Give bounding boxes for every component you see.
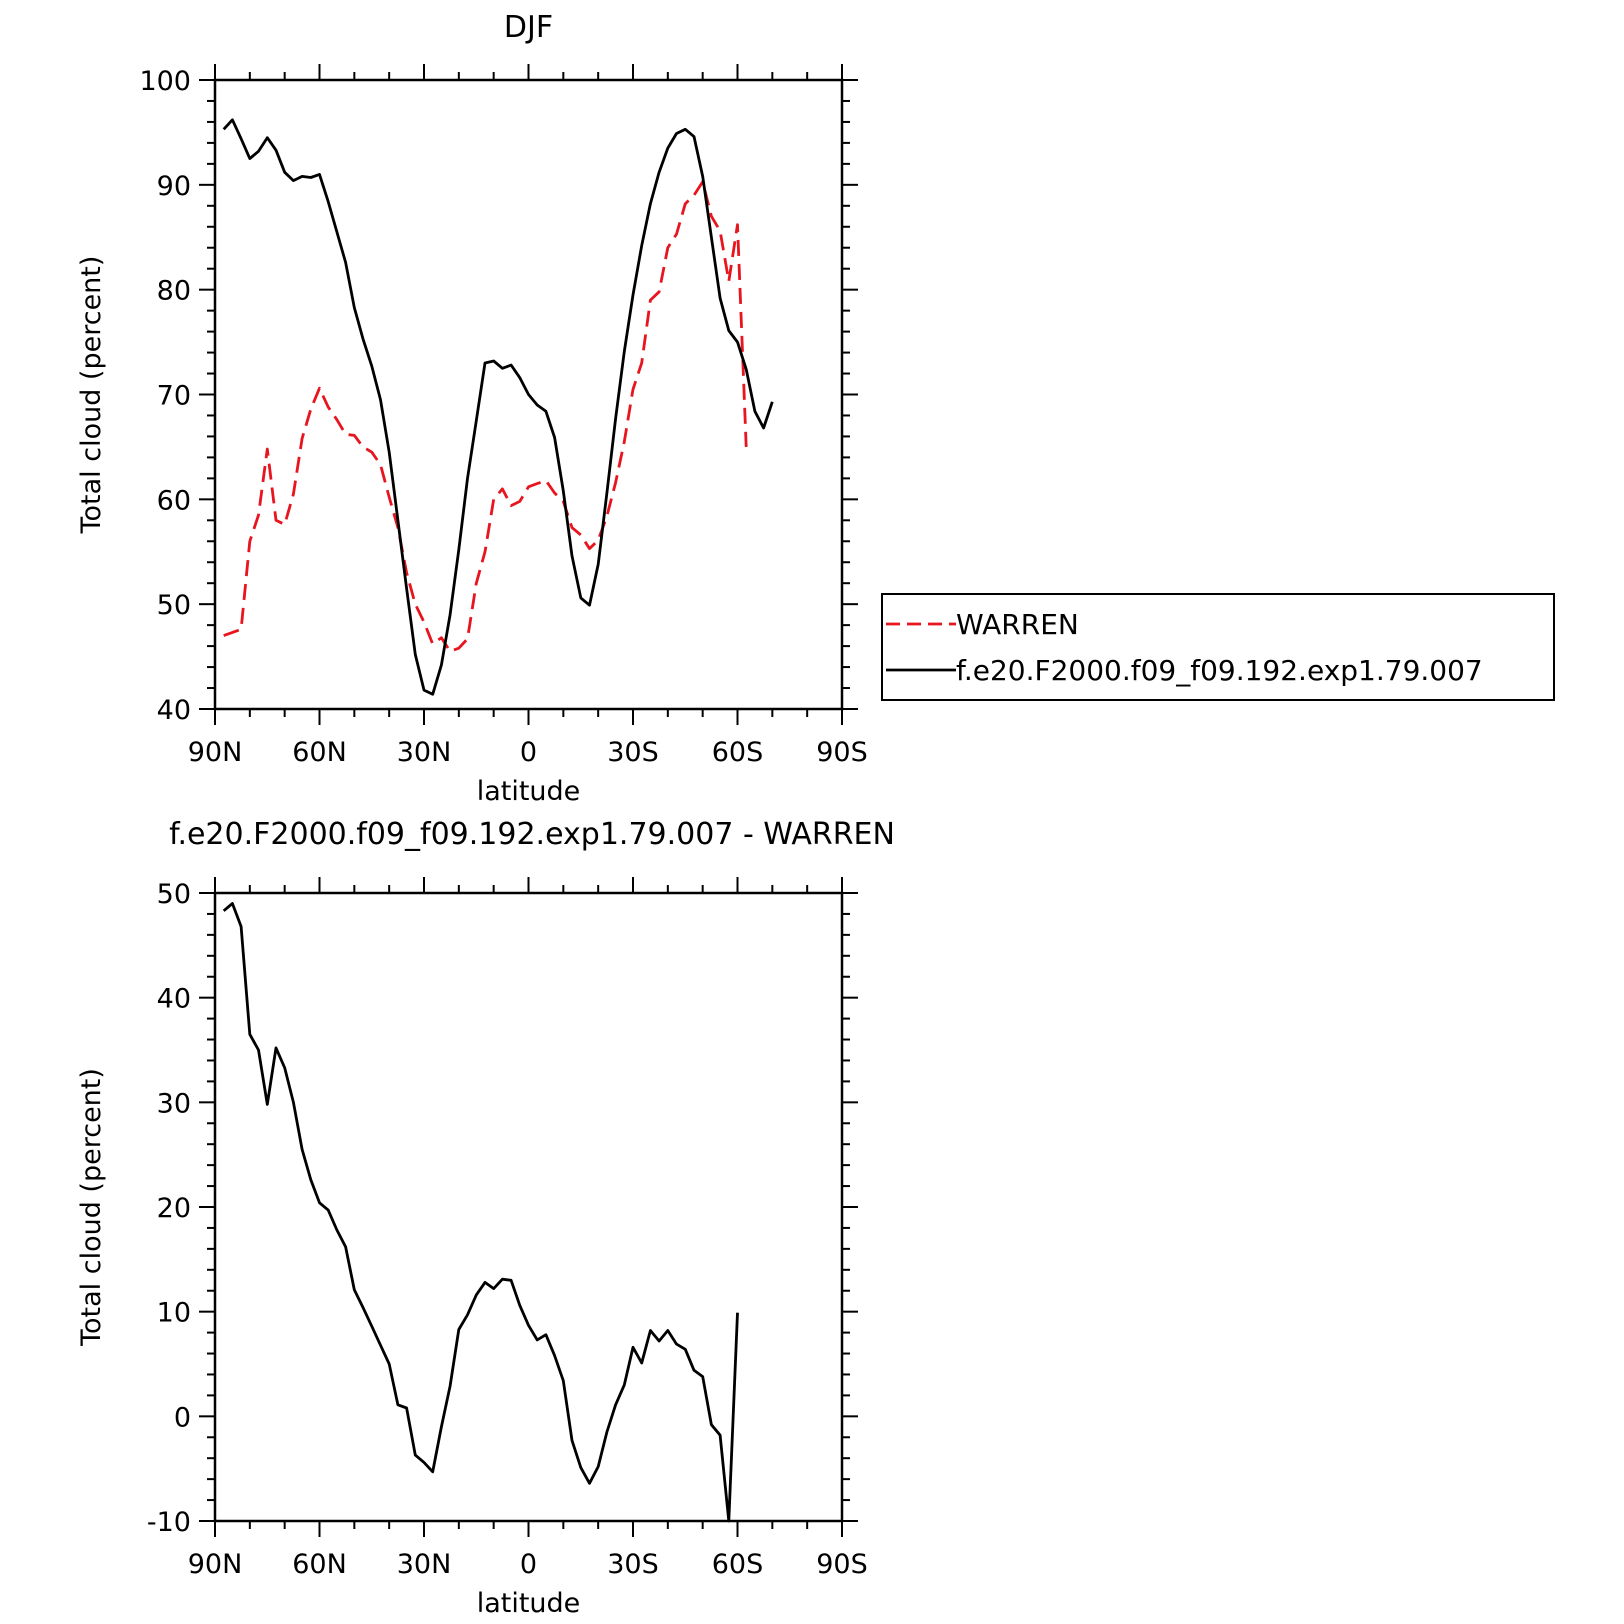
- legend-box: [881, 593, 1555, 701]
- legend-label: f.e20.F2000.f09_f09.192.exp1.79.007: [956, 654, 1483, 687]
- series-line-0: [222, 902, 739, 1523]
- x-tick-label: 90N: [188, 1549, 243, 1580]
- x-tick-label: 90N: [188, 737, 243, 768]
- y-tick-label: 80: [157, 276, 191, 307]
- x-tick-label: 90S: [816, 737, 868, 768]
- x-tick-label: 90S: [816, 1549, 868, 1580]
- y-tick-label: 90: [157, 171, 191, 202]
- chart-difference: -10 0 10 20 30 40 50 90N 60N 30N 0 30S 60S 90S latitud…: [76, 817, 895, 1619]
- y-tick-label: 40: [157, 984, 191, 1015]
- series-line-0: [223, 180, 748, 653]
- x-tick-label: 30S: [607, 737, 659, 768]
- y-tick-label: 50: [157, 590, 191, 621]
- x-axis-label: latitude: [477, 1588, 581, 1619]
- x-axis-label: latitude: [477, 776, 581, 807]
- y-axis-label: Total cloud (percent): [76, 256, 107, 535]
- legend-label: WARREN: [956, 608, 1079, 641]
- y-tick-label: -10: [147, 1507, 191, 1538]
- chart-title: f.e20.F2000.f09_f09.192.exp1.79.007 - WA…: [169, 817, 895, 852]
- x-tick-label: 60S: [712, 737, 764, 768]
- y-tick-label: 30: [157, 1088, 191, 1119]
- x-tick-label: 30S: [607, 1549, 659, 1580]
- x-tick-label: 60S: [712, 1549, 764, 1580]
- y-tick-label: 0: [174, 1402, 191, 1433]
- x-tick-label: 0: [520, 1549, 537, 1580]
- x-tick-label: 0: [520, 737, 537, 768]
- y-tick-label: 100: [139, 66, 191, 97]
- y-tick-label: 20: [157, 1193, 191, 1224]
- chart-djf: 40 50 60 70 80 90 100 90N 60N 30N 0 30S 60S 90S latitu…: [76, 10, 1555, 807]
- y-tick-label: 60: [157, 485, 191, 516]
- chart-title: DJF: [504, 10, 553, 45]
- y-tick-label: 50: [157, 879, 191, 910]
- y-tick-label: 70: [157, 381, 191, 412]
- y-axis-label: Total cloud (percent): [76, 1068, 107, 1347]
- series-line-1: [222, 118, 774, 696]
- x-tick-label: 60N: [292, 1549, 347, 1580]
- x-tick-label: 30N: [397, 1549, 452, 1580]
- plot-frame: [213, 891, 844, 1523]
- y-tick-label: 10: [157, 1298, 191, 1329]
- y-tick-label: 40: [157, 695, 191, 726]
- x-tick-label: 60N: [292, 737, 347, 768]
- x-tick-label: 30N: [397, 737, 452, 768]
